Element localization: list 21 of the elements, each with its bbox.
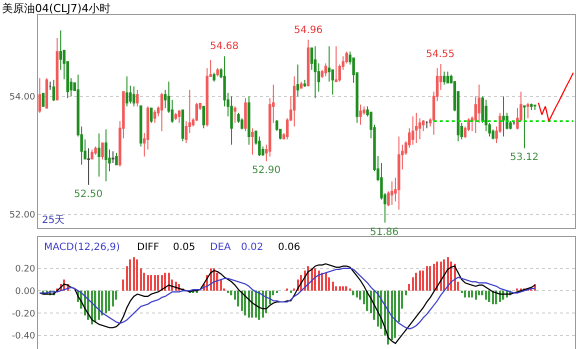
annotation: 54.68 <box>210 41 239 52</box>
annotation: 0.02 <box>241 242 264 253</box>
y-tick-label: -0.20 <box>12 309 36 320</box>
y-tick-label: -0.40 <box>12 332 36 342</box>
annotation: 54.96 <box>294 25 323 36</box>
annotation: 25天 <box>42 215 65 226</box>
y-tick-label: 54.00 <box>9 92 36 103</box>
annotation: 51.86 <box>370 227 399 238</box>
text: MACD(12,26,9) <box>44 242 120 253</box>
annotation: 53.12 <box>510 152 539 163</box>
annotation: 54.55 <box>426 49 455 60</box>
y-tick-label: 0.00 <box>15 286 36 297</box>
y-tick-label: 52.00 <box>9 210 36 220</box>
chart-title: 美原油04(CLJ7)4小时 <box>2 2 111 15</box>
text: DEA <box>210 242 232 253</box>
annotation: 0.05 <box>173 242 196 253</box>
annotation: 52.50 <box>74 189 103 200</box>
annotation: 52.90 <box>252 165 281 176</box>
annotation: 0.06 <box>278 242 300 253</box>
y-tick-label: 0.20 <box>15 264 36 274</box>
text: DIFF <box>137 242 160 253</box>
